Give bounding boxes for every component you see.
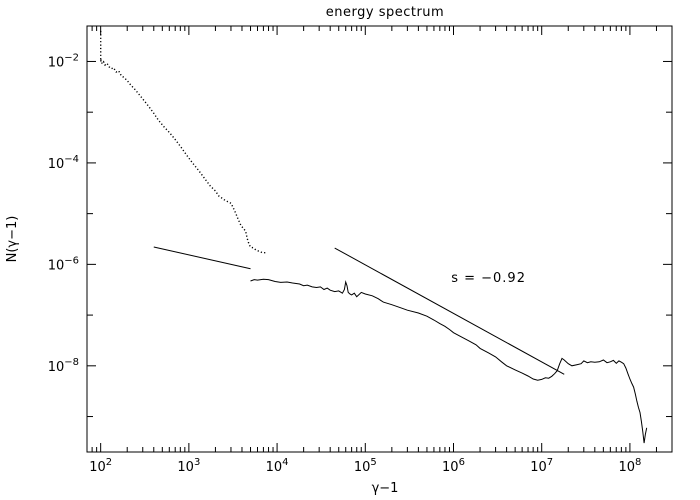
fit-line: [153, 246, 251, 270]
chart-title: energy spectrum: [326, 5, 444, 20]
x-tick-label: 104: [266, 457, 289, 475]
y-axis: 10−8 10−6 10−4 10−2: [48, 52, 672, 418]
x-tick-label: 102: [89, 457, 112, 475]
solid-spectrum-series: [250, 278, 648, 444]
fit-lines: [153, 246, 565, 375]
y-axis-label: N(γ−1): [5, 216, 20, 263]
annotations: s = −0.92: [451, 271, 526, 286]
slope-annotation: s = −0.92: [451, 271, 526, 286]
fit-line: [334, 247, 565, 375]
y-tick-label: 10−6: [48, 255, 79, 273]
x-axis: 102 103 104 105 106 107 108: [86, 26, 673, 475]
x-tick-label: 106: [442, 457, 465, 475]
plot-frame: [86, 25, 673, 453]
x-axis-label: γ−1: [372, 481, 399, 496]
y-tick-label: 10−8: [48, 357, 79, 375]
x-tick-label: 108: [618, 457, 641, 475]
series-layer: [99, 30, 648, 444]
x-tick-label: 107: [530, 457, 553, 475]
dotted-spectrum-series: [99, 30, 267, 254]
y-tick-label: 10−4: [48, 154, 79, 172]
y-tick-label: 10−2: [48, 52, 79, 70]
x-tick-label: 105: [354, 457, 377, 475]
x-tick-label: 103: [177, 457, 200, 475]
